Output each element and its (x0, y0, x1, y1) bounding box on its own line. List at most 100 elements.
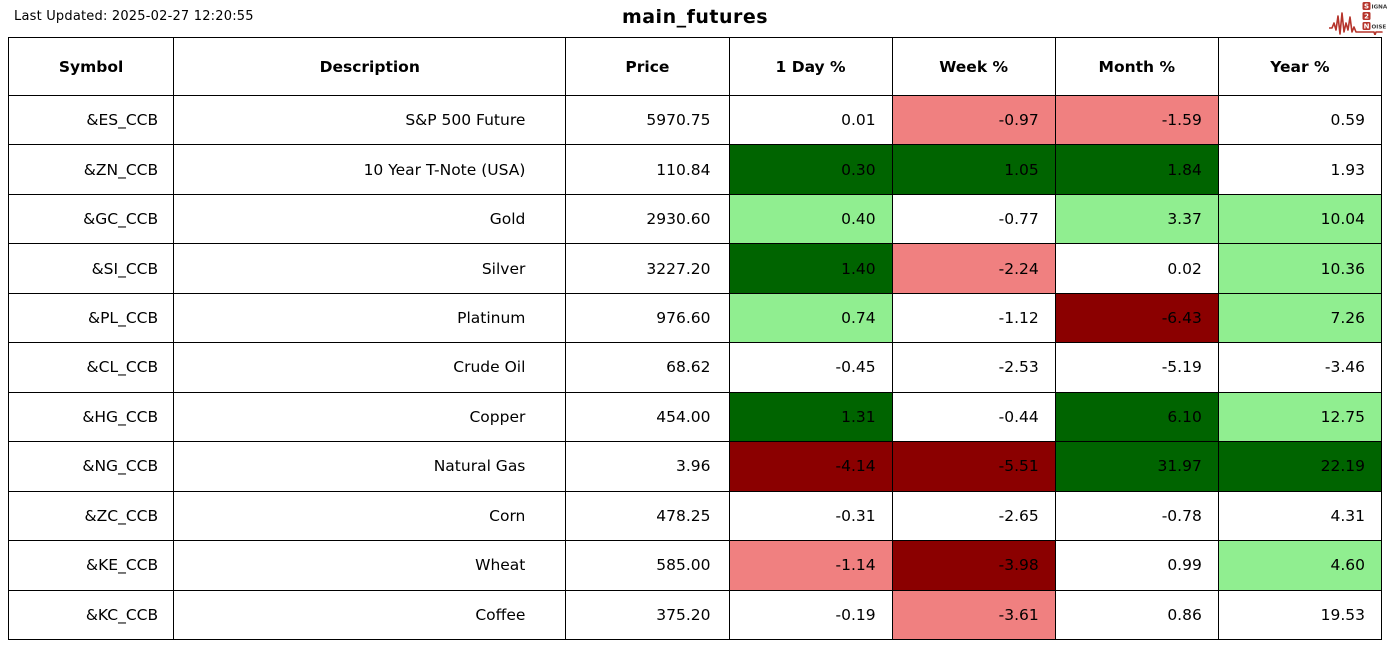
month-pct-cell: 0.02 (1054, 243, 1219, 294)
page-title: main_futures (621, 6, 769, 28)
table-row: &SI_CCB Silver 3227.20 1.40 -2.24 0.02 10.36 (7, 243, 1383, 294)
day-pct-cell: 0.40 (728, 193, 893, 245)
month-pct-cell: 3.37 (1054, 193, 1219, 245)
week-pct-cell: 1.05 (891, 144, 1056, 195)
year-pct-cell: 4.60 (1217, 540, 1383, 591)
futures-table: Symbol Description Price 1 Day % Week % Month… (7, 37, 1383, 641)
table-row: &GC_CCB Gold 2930.60 0.40 -0.77 3.37 10.04 (7, 193, 1383, 245)
table-row: &KC_CCB Coffee 375.20 -0.19 -3.61 0.86 19.53 (7, 589, 1383, 641)
table-row: &HG_CCB Copper 454.00 1.31 -0.44 6.10 12.75 (7, 391, 1383, 443)
top-bar: Last Updated: 2025-02-27 12:20:55 main_f… (0, 0, 1390, 37)
month-pct-cell: 6.10 (1054, 391, 1219, 443)
day-pct-cell: 1.31 (728, 391, 893, 443)
week-pct-cell: -3.61 (891, 589, 1056, 641)
column-header-symbol: Symbol (7, 37, 175, 96)
symbol-cell: &KE_CCB (7, 540, 175, 591)
table-row: &PL_CCB Platinum 976.60 0.74 -1.12 -6.43 7.26 (7, 292, 1383, 344)
month-pct-cell: -1.59 (1054, 94, 1219, 146)
month-pct-cell: -6.43 (1054, 292, 1219, 344)
year-pct-cell: 10.36 (1217, 243, 1383, 294)
week-pct-cell: -1.12 (891, 292, 1056, 344)
svg-text:OISE: OISE (1372, 24, 1387, 30)
week-pct-cell: -2.24 (891, 243, 1056, 294)
description-cell: Corn (173, 490, 567, 542)
symbol-cell: &CL_CCB (7, 342, 175, 393)
column-header-week: Week % (891, 37, 1056, 96)
day-pct-cell: -0.45 (728, 342, 893, 393)
column-header-month: Month % (1054, 37, 1219, 96)
month-pct-cell: -5.19 (1054, 342, 1219, 393)
symbol-cell: &SI_CCB (7, 243, 175, 294)
year-pct-cell: 7.26 (1217, 292, 1383, 344)
symbol-cell: &HG_CCB (7, 391, 175, 443)
day-pct-cell: 0.01 (728, 94, 893, 146)
price-cell: 976.60 (565, 292, 730, 344)
column-header-1-day: 1 Day % (728, 37, 893, 96)
day-pct-cell: 0.74 (728, 292, 893, 344)
price-cell: 585.00 (565, 540, 730, 591)
signal2noise-logo: S IGNAL 2 N OISE (1329, 2, 1388, 35)
month-pct-cell: 31.97 (1054, 441, 1219, 492)
svg-text:N: N (1364, 23, 1370, 31)
price-cell: 454.00 (565, 391, 730, 443)
svg-text:2: 2 (1364, 13, 1369, 21)
year-pct-cell: 12.75 (1217, 391, 1383, 443)
year-pct-cell: 19.53 (1217, 589, 1383, 641)
day-pct-cell: 0.30 (728, 144, 893, 195)
table-row: &CL_CCB Crude Oil 68.62 -0.45 -2.53 -5.19 -3.4… (7, 342, 1383, 393)
table-row: &ZC_CCB Corn 478.25 -0.31 -2.65 -0.78 4.31 (7, 490, 1383, 542)
price-cell: 68.62 (565, 342, 730, 393)
table-header-row: Symbol Description Price 1 Day % Week % Month… (7, 37, 1383, 96)
svg-text:IGNAL: IGNAL (1372, 4, 1388, 10)
table-row: &KE_CCB Wheat 585.00 -1.14 -3.98 0.99 4.60 (7, 540, 1383, 591)
price-cell: 110.84 (565, 144, 730, 195)
column-header-year: Year % (1217, 37, 1383, 96)
week-pct-cell: -0.44 (891, 391, 1056, 443)
last-updated-text: Last Updated: 2025-02-27 12:20:55 (14, 9, 254, 24)
month-pct-cell: -0.78 (1054, 490, 1219, 542)
column-header-description: Description (173, 37, 567, 96)
symbol-cell: &GC_CCB (7, 193, 175, 245)
symbol-cell: &NG_CCB (7, 441, 175, 492)
description-cell: Silver (173, 243, 567, 294)
week-pct-cell: -3.98 (891, 540, 1056, 591)
price-cell: 478.25 (565, 490, 730, 542)
column-header-price: Price (565, 37, 730, 96)
symbol-cell: &ZN_CCB (7, 144, 175, 195)
week-pct-cell: -0.97 (891, 94, 1056, 146)
day-pct-cell: 1.40 (728, 243, 893, 294)
description-cell: S&P 500 Future (173, 94, 567, 146)
description-cell: Coffee (173, 589, 567, 641)
day-pct-cell: -0.19 (728, 589, 893, 641)
symbol-cell: &PL_CCB (7, 292, 175, 344)
year-pct-cell: 10.04 (1217, 193, 1383, 245)
month-pct-cell: 1.84 (1054, 144, 1219, 195)
symbol-cell: &KC_CCB (7, 589, 175, 641)
description-cell: Wheat (173, 540, 567, 591)
week-pct-cell: -2.65 (891, 490, 1056, 542)
symbol-cell: &ZC_CCB (7, 490, 175, 542)
description-cell: Crude Oil (173, 342, 567, 393)
week-pct-cell: -0.77 (891, 193, 1056, 245)
table-row: &ZN_CCB 10 Year T-Note (USA) 110.84 0.30 1.0… (7, 144, 1383, 195)
day-pct-cell: -0.31 (728, 490, 893, 542)
day-pct-cell: -1.14 (728, 540, 893, 591)
description-cell: Copper (173, 391, 567, 443)
description-cell: Natural Gas (173, 441, 567, 492)
year-pct-cell: 4.31 (1217, 490, 1383, 542)
price-cell: 5970.75 (565, 94, 730, 146)
symbol-cell: &ES_CCB (7, 94, 175, 146)
year-pct-cell: 0.59 (1217, 94, 1383, 146)
year-pct-cell: -3.46 (1217, 342, 1383, 393)
description-cell: Platinum (173, 292, 567, 344)
svg-text:S: S (1364, 3, 1369, 11)
waveform-icon (1329, 12, 1383, 35)
week-pct-cell: -5.51 (891, 441, 1056, 492)
price-cell: 375.20 (565, 589, 730, 641)
table-row: &NG_CCB Natural Gas 3.96 -4.14 -5.51 31.97 22.… (7, 441, 1383, 492)
year-pct-cell: 1.93 (1217, 144, 1383, 195)
price-cell: 3227.20 (565, 243, 730, 294)
price-cell: 3.96 (565, 441, 730, 492)
year-pct-cell: 22.19 (1217, 441, 1383, 492)
description-cell: Gold (173, 193, 567, 245)
